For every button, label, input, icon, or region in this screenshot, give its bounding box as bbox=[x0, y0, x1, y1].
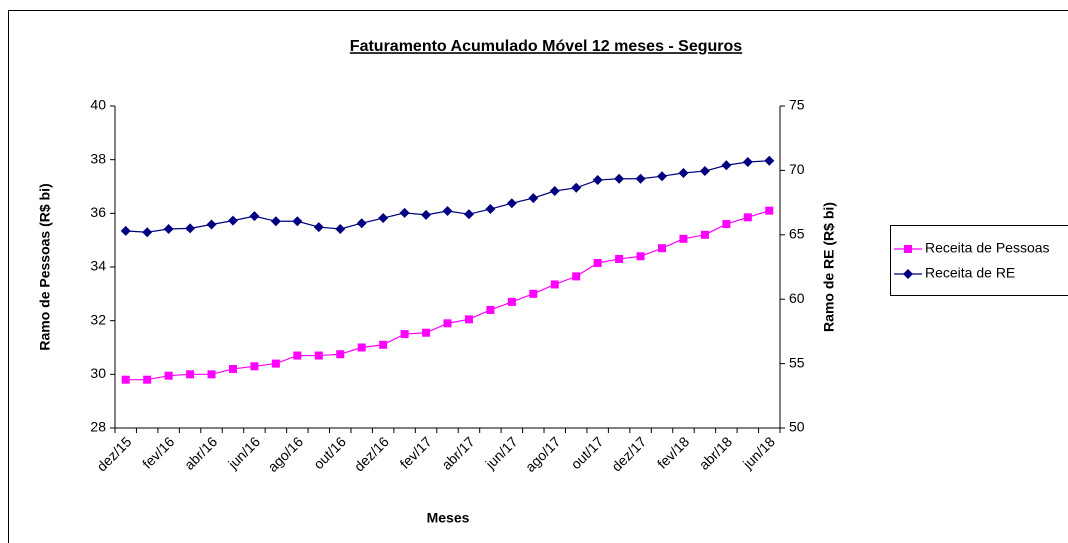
marker bbox=[486, 305, 495, 314]
marker bbox=[271, 359, 280, 368]
y-tick-label: 28 bbox=[90, 419, 106, 435]
marker bbox=[679, 234, 688, 243]
marker bbox=[700, 230, 709, 239]
y-tick-label: 30 bbox=[90, 365, 106, 381]
marker bbox=[270, 216, 281, 227]
marker bbox=[764, 155, 775, 166]
y-tick-label: 36 bbox=[90, 204, 106, 220]
marker bbox=[163, 224, 174, 235]
y2-axis-title: Ramo de RE (R$ bi) bbox=[821, 202, 837, 332]
marker bbox=[721, 160, 732, 171]
marker bbox=[593, 258, 602, 267]
marker bbox=[722, 220, 731, 229]
marker bbox=[463, 209, 474, 220]
marker bbox=[571, 182, 582, 193]
marker bbox=[635, 173, 646, 184]
y-tick-label: 32 bbox=[90, 311, 106, 327]
legend: Receita de Pessoas Receita de RE bbox=[894, 240, 1050, 281]
marker bbox=[678, 167, 689, 178]
marker bbox=[614, 173, 625, 184]
marker bbox=[572, 272, 581, 281]
marker bbox=[293, 351, 302, 360]
legend-label: Receita de Pessoas bbox=[925, 240, 1050, 256]
marker bbox=[443, 319, 452, 328]
y-tick-label: 40 bbox=[90, 97, 106, 113]
marker bbox=[529, 289, 538, 298]
marker bbox=[615, 254, 624, 263]
marker bbox=[228, 364, 237, 373]
marker bbox=[464, 315, 473, 324]
y2-tick-label: 50 bbox=[789, 419, 805, 435]
marker bbox=[658, 244, 667, 253]
marker bbox=[657, 171, 668, 182]
legend-box bbox=[890, 225, 1068, 296]
marker bbox=[742, 157, 753, 168]
y2-tick-label: 65 bbox=[789, 226, 805, 242]
marker bbox=[592, 175, 603, 186]
marker bbox=[207, 370, 216, 379]
y2-tick-label: 70 bbox=[789, 161, 805, 177]
marker bbox=[421, 209, 432, 220]
marker bbox=[485, 204, 496, 215]
marker bbox=[400, 330, 409, 339]
marker bbox=[120, 225, 131, 236]
marker bbox=[164, 371, 173, 380]
marker bbox=[356, 218, 367, 229]
marker bbox=[743, 213, 752, 222]
marker bbox=[292, 216, 303, 227]
marker bbox=[399, 207, 410, 218]
marker bbox=[227, 215, 238, 226]
y2-tick-label: 75 bbox=[789, 97, 805, 113]
marker bbox=[636, 252, 645, 261]
marker bbox=[142, 227, 153, 238]
marker bbox=[313, 222, 324, 233]
y-tick-label: 34 bbox=[90, 258, 106, 274]
marker bbox=[249, 211, 260, 222]
marker bbox=[903, 269, 913, 279]
marker bbox=[549, 186, 560, 197]
marker bbox=[250, 362, 259, 371]
marker bbox=[378, 213, 389, 224]
y-tick-label: 38 bbox=[90, 150, 106, 166]
marker bbox=[335, 224, 346, 235]
y2-tick-label: 55 bbox=[789, 354, 805, 370]
marker bbox=[442, 205, 453, 216]
marker bbox=[185, 223, 196, 234]
marker bbox=[765, 206, 774, 215]
marker bbox=[357, 343, 366, 352]
y-axis-title: Ramo de Pessoas (R$ bi) bbox=[37, 183, 53, 350]
marker bbox=[121, 375, 130, 384]
chart-title: Faturamento Acumulado Móvel 12 meses - S… bbox=[350, 38, 743, 55]
marker bbox=[506, 198, 517, 209]
x-axis-title: Meses bbox=[427, 510, 470, 526]
marker bbox=[379, 340, 388, 349]
marker bbox=[699, 166, 710, 177]
marker bbox=[206, 219, 217, 230]
marker bbox=[528, 193, 539, 204]
marker bbox=[904, 245, 912, 253]
legend-label: Receita de RE bbox=[925, 265, 1015, 281]
marker bbox=[550, 280, 559, 289]
marker bbox=[314, 351, 323, 360]
marker bbox=[336, 350, 345, 359]
marker bbox=[186, 370, 195, 379]
y2-tick-label: 60 bbox=[789, 290, 805, 306]
marker bbox=[143, 375, 152, 384]
marker bbox=[507, 297, 516, 306]
marker bbox=[422, 328, 431, 337]
